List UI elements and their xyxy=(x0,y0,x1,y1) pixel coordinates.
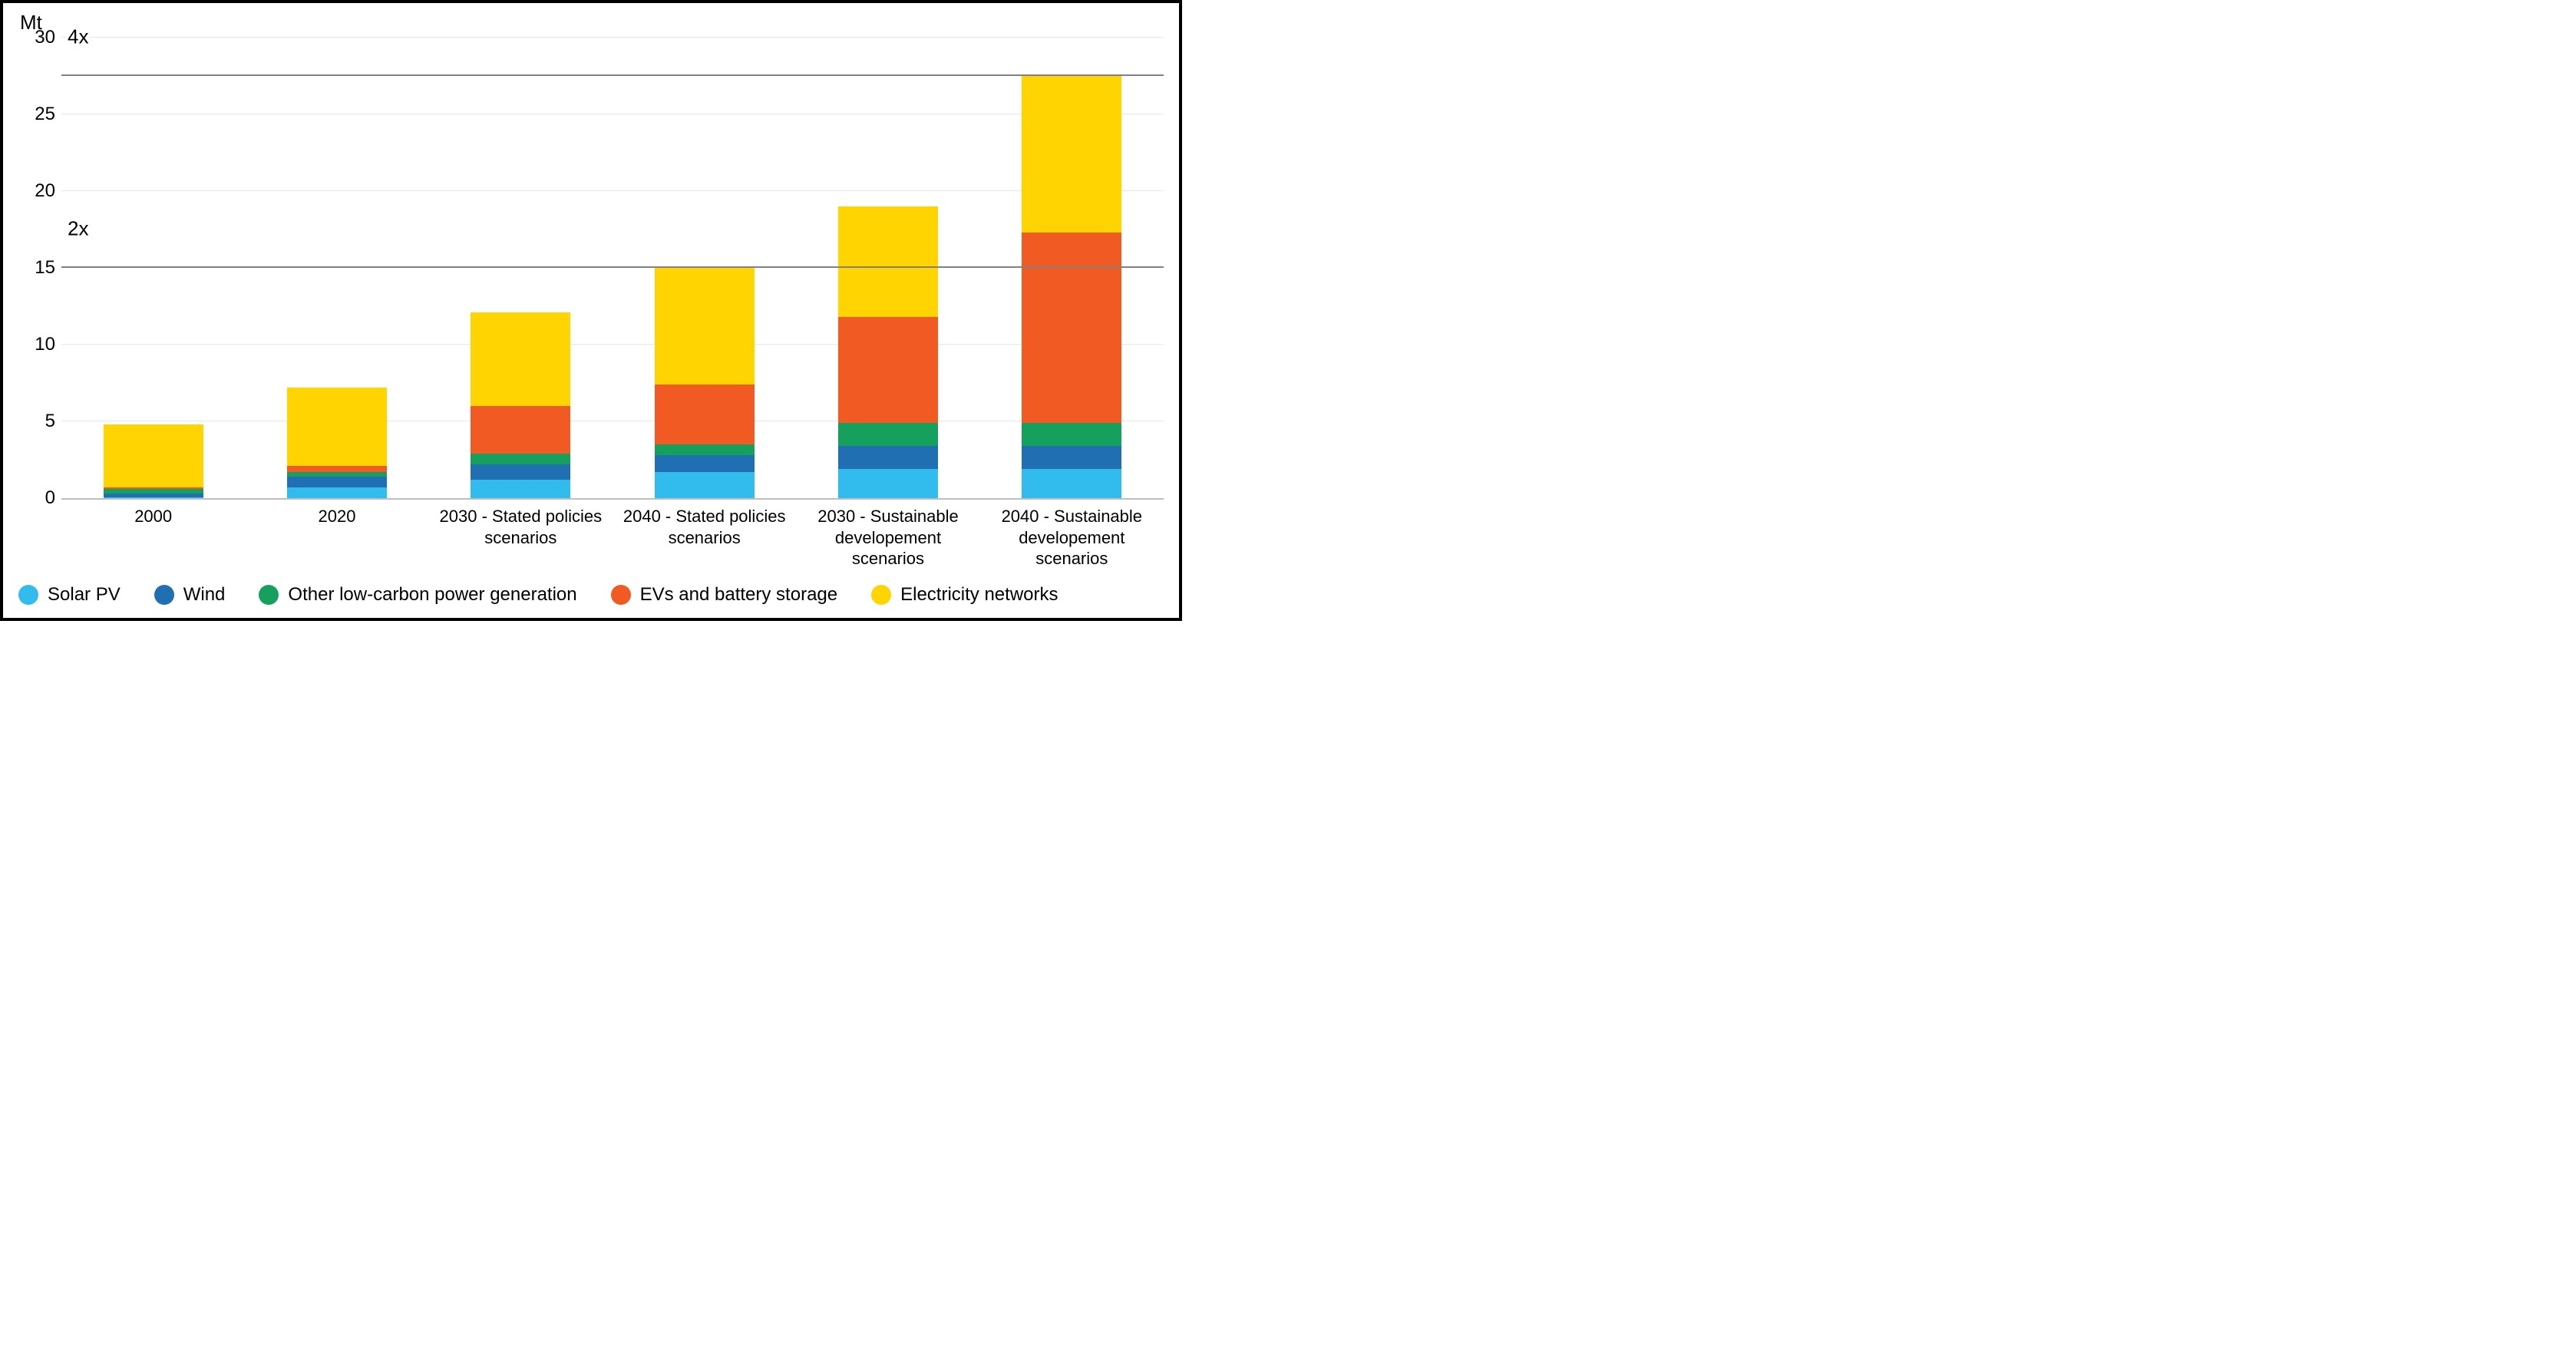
x-axis-label: 2030 - Sustainable developement scenario… xyxy=(796,500,979,570)
x-axis-label: 2020 xyxy=(245,500,428,570)
y-tick-label: 10 xyxy=(18,334,55,355)
x-axis-label: 2040 - Sustainable developement scenario… xyxy=(980,500,1164,570)
y-axis: 051015202530 xyxy=(18,38,61,498)
legend-item: Other low-carbon power generation xyxy=(259,584,576,606)
legend-item: Solar PV xyxy=(18,584,121,606)
plot-wrap: 051015202530 2x4x xyxy=(18,38,1164,500)
stacked-bar xyxy=(1022,76,1121,498)
legend: Solar PV Wind Other low-carbon power gener… xyxy=(18,584,1164,606)
bar-segment-elec_net xyxy=(104,424,203,487)
y-tick-label: 25 xyxy=(18,104,55,125)
bar-segment-elec_net xyxy=(471,312,570,406)
x-axis-label: 2000 xyxy=(61,500,245,570)
bar-slot xyxy=(61,38,245,498)
bar-segment-solar_pv xyxy=(287,487,387,498)
x-axis: 200020202030 - Stated policies scenarios… xyxy=(61,500,1164,570)
legend-label: EVs and battery storage xyxy=(640,584,837,606)
bar-segment-evs_battery xyxy=(655,385,755,444)
stacked-bar xyxy=(104,424,203,498)
legend-swatch xyxy=(154,585,174,605)
x-axis-label: 2030 - Stated policies scenarios xyxy=(429,500,613,570)
bar-slot xyxy=(613,38,796,498)
y-tick-label: 20 xyxy=(18,180,55,202)
x-axis-label: 2040 - Stated policies scenarios xyxy=(613,500,796,570)
legend-swatch xyxy=(259,585,279,605)
reference-line xyxy=(61,74,1164,76)
bar-segment-other_low xyxy=(1022,423,1121,446)
bar-segment-evs_battery xyxy=(1022,233,1121,423)
legend-item: EVs and battery storage xyxy=(611,584,837,606)
reference-line xyxy=(61,266,1164,268)
bar-segment-solar_pv xyxy=(471,480,570,498)
reference-line-label: 2x xyxy=(66,216,90,240)
legend-label: Other low-carbon power generation xyxy=(288,584,576,606)
stacked-bar xyxy=(838,206,938,498)
y-tick-label: 15 xyxy=(18,257,55,279)
bar-segment-solar_pv xyxy=(1022,469,1121,498)
bar-segment-wind xyxy=(1022,446,1121,469)
bars-container xyxy=(61,38,1164,498)
stacked-bar xyxy=(471,312,570,498)
legend-swatch xyxy=(18,585,38,605)
bar-segment-solar_pv xyxy=(838,469,938,498)
reference-line-label: 4x xyxy=(66,25,90,48)
legend-item: Electricity networks xyxy=(871,584,1058,606)
y-tick-label: 0 xyxy=(18,487,55,509)
bar-segment-evs_battery xyxy=(838,317,938,423)
legend-label: Electricity networks xyxy=(900,584,1058,606)
plot-area: 2x4x xyxy=(61,38,1164,500)
stacked-bar xyxy=(655,268,755,498)
bar-segment-other_low xyxy=(655,444,755,455)
bar-slot xyxy=(429,38,613,498)
bar-segment-solar_pv xyxy=(104,497,203,498)
chart-frame: Mt 051015202530 2x4x 200020202030 - Stat… xyxy=(0,0,1182,621)
y-unit-label: Mt xyxy=(20,11,1164,35)
legend-swatch xyxy=(871,585,891,605)
legend-label: Wind xyxy=(183,584,226,606)
bar-segment-other_low xyxy=(838,423,938,446)
bar-slot xyxy=(980,38,1164,498)
bar-segment-wind xyxy=(655,455,755,472)
bar-segment-elec_net xyxy=(838,206,938,317)
bar-segment-elec_net xyxy=(1022,76,1121,233)
y-tick-label: 30 xyxy=(18,27,55,48)
bar-segment-wind xyxy=(471,464,570,480)
bar-segment-other_low xyxy=(471,454,570,464)
bar-segment-evs_battery xyxy=(287,466,387,472)
y-tick-label: 5 xyxy=(18,411,55,432)
bar-segment-wind xyxy=(287,477,387,487)
stacked-bar xyxy=(287,388,387,498)
legend-swatch xyxy=(611,585,631,605)
bar-segment-wind xyxy=(838,446,938,469)
bar-segment-solar_pv xyxy=(655,472,755,498)
bar-slot xyxy=(796,38,979,498)
bar-segment-elec_net xyxy=(287,388,387,466)
bar-slot xyxy=(245,38,428,498)
bar-segment-elec_net xyxy=(655,268,755,385)
legend-item: Wind xyxy=(154,584,226,606)
legend-label: Solar PV xyxy=(48,584,121,606)
bar-segment-evs_battery xyxy=(471,406,570,454)
